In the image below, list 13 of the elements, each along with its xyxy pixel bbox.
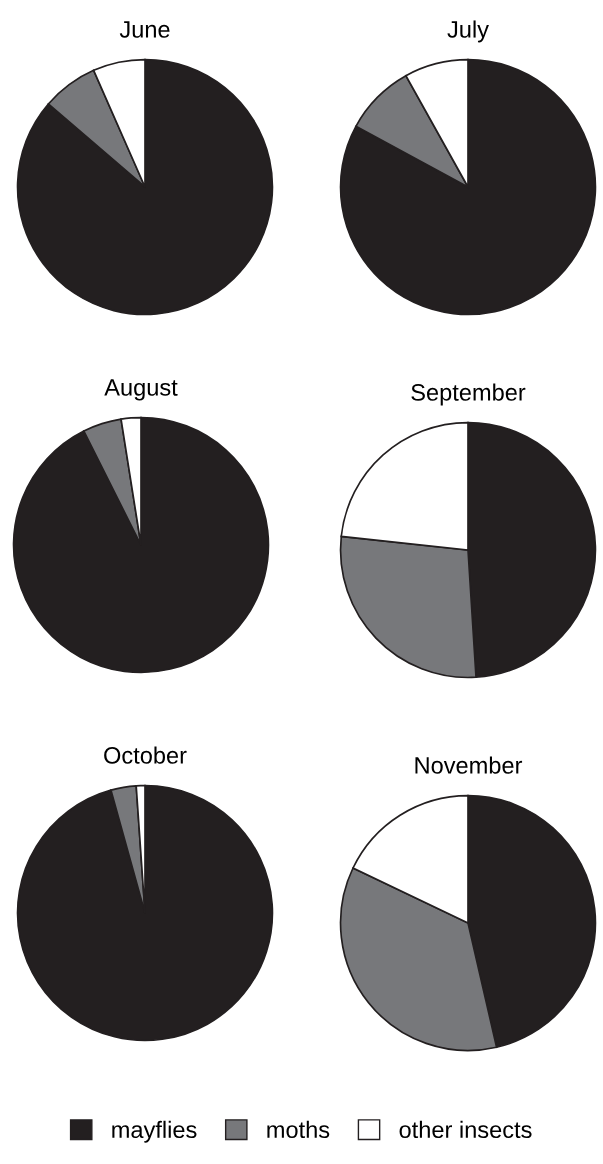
chart-title: November xyxy=(415,756,523,774)
legend-label: moths xyxy=(267,1120,330,1139)
chart-title: July xyxy=(447,20,489,43)
legend-label: other insects xyxy=(399,1120,532,1139)
chart-title: September xyxy=(411,383,526,406)
chart-title: June xyxy=(119,21,170,38)
pie-slice xyxy=(16,784,274,1042)
chart-title: August xyxy=(104,379,178,401)
chart-title: October xyxy=(104,746,187,764)
pie-slice xyxy=(339,58,597,316)
pie-slice xyxy=(16,58,274,316)
pie-slice xyxy=(12,416,270,674)
legend-label: mayflies xyxy=(112,1120,197,1143)
